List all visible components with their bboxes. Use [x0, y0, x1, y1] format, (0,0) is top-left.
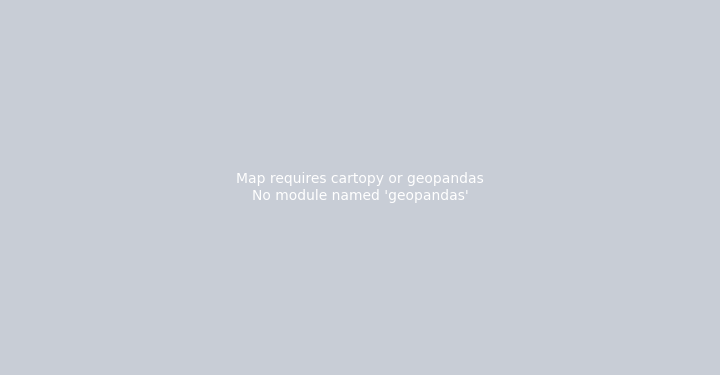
- Text: Map requires cartopy or geopandas
No module named 'geopandas': Map requires cartopy or geopandas No mod…: [236, 172, 484, 202]
